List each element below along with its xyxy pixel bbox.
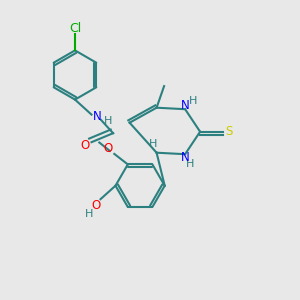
Text: O: O [80,139,89,152]
Text: N: N [181,99,190,112]
Text: H: H [185,159,194,169]
Text: H: H [149,139,157,149]
Text: H: H [189,96,198,106]
Text: O: O [92,199,100,212]
Text: O: O [103,142,112,155]
Text: N: N [181,151,190,164]
Text: Cl: Cl [69,22,81,35]
Text: N: N [92,110,101,123]
Text: H: H [85,208,93,219]
Text: H: H [104,116,112,126]
Text: S: S [226,125,233,138]
